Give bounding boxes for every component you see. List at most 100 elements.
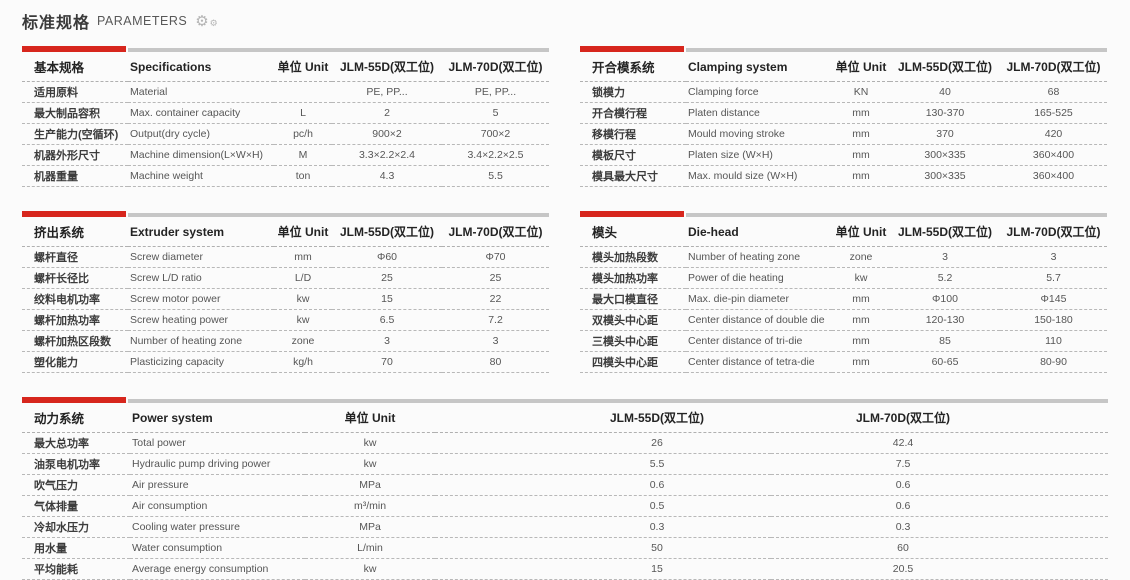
page-title-zh: 标准规格 [22, 15, 91, 32]
value-jlm-70d: 3.4×2.2×2.5 [442, 144, 549, 166]
header-row: 动力系统 Power system 单位 Unit JLM-55D(双工位) J… [22, 403, 1108, 433]
param-name-en: Material [128, 81, 274, 103]
band-middle: 挤出系统 Extruder system 单位 Unit JLM-55D(双工位… [22, 211, 1108, 373]
accent-red-segment [22, 211, 126, 217]
param-unit: MPa [305, 474, 435, 496]
param-unit: L [274, 102, 332, 124]
table-row: 生产能力(空循环) Output(dry cycle) pc/h 900×2 700×2 [22, 123, 549, 145]
value-jlm-70d: 42.4 [771, 432, 1108, 454]
table-title-zh: 动力系统 [22, 403, 130, 433]
param-unit: mm [832, 309, 890, 331]
value-jlm-55d: 0.3 [435, 516, 771, 538]
param-name-zh: 最大制品容积 [22, 102, 128, 124]
param-unit: kw [832, 267, 890, 289]
value-jlm-70d: 3 [442, 330, 549, 352]
param-name-zh: 模板尺寸 [580, 144, 686, 166]
value-jlm-70d: 5.7 [1000, 267, 1107, 289]
param-name-zh: 吹气压力 [22, 474, 130, 496]
param-unit: kw [305, 432, 435, 454]
value-jlm-70d: 25 [442, 267, 549, 289]
param-name-zh: 四模头中心距 [580, 351, 686, 373]
param-unit: KN [832, 81, 890, 103]
accent-red-segment [22, 46, 126, 52]
table-row: 三模头中心距 Center distance of tri-die mm 85 110 [580, 330, 1107, 352]
param-name-en: Total power [130, 432, 305, 454]
col-header-jlm-55d: JLM-55D(双工位) [890, 52, 1000, 82]
param-unit: mm [832, 123, 890, 145]
accent-red-segment [580, 211, 684, 217]
value-jlm-70d: 420 [1000, 123, 1107, 145]
param-unit: MPa [305, 516, 435, 538]
param-unit: kg/h [274, 351, 332, 373]
table-row: 油泵电机功率 Hydraulic pump driving power kw 5.5 7… [22, 453, 1108, 475]
param-name-zh: 螺杆长径比 [22, 267, 128, 289]
value-jlm-70d: 20.5 [771, 558, 1108, 580]
value-jlm-55d: 85 [890, 330, 1000, 352]
param-name-en: Center distance of tetra-die [686, 351, 832, 373]
value-jlm-55d: 5.2 [890, 267, 1000, 289]
value-jlm-55d: Φ60 [332, 246, 442, 268]
spec-table-clamping: 开合模系统 Clamping system 单位 Unit JLM-55D(双工… [580, 46, 1107, 187]
spec-table-basic: 基本规格 Specifications 单位 Unit JLM-55D(双工位)… [22, 46, 549, 187]
table-row: 用水量 Water consumption L/min 50 60 [22, 537, 1108, 559]
param-name-zh: 冷却水压力 [22, 516, 130, 538]
table-title-zh: 挤出系统 [22, 217, 128, 247]
param-unit: mm [832, 288, 890, 310]
param-name-en: Output(dry cycle) [128, 123, 274, 145]
param-name-zh: 油泵电机功率 [22, 453, 130, 475]
value-jlm-55d: 5.5 [435, 453, 771, 475]
col-header-jlm-55d: JLM-55D(双工位) [332, 217, 442, 247]
table-title-zh: 基本规格 [22, 52, 128, 82]
table-row: 最大制品容积 Max. container capacity L 2 5 [22, 102, 549, 124]
table-row: 平均能耗 Average energy consumption kw 15 20.5 [22, 558, 1108, 580]
gears-decoration: ⚙ ⚙ [195, 14, 218, 29]
basic-spec-table: 基本规格 Specifications 单位 Unit JLM-55D(双工位)… [22, 52, 549, 187]
param-name-zh: 螺杆加热功率 [22, 309, 128, 331]
param-name-en: Air consumption [130, 495, 305, 517]
param-name-en: Platen distance [686, 102, 832, 124]
value-jlm-55d: 3 [332, 330, 442, 352]
table-row: 吹气压力 Air pressure MPa 0.6 0.6 [22, 474, 1108, 496]
value-jlm-55d: 120-130 [890, 309, 1000, 331]
table-row: 气体排量 Air consumption m³/min 0.5 0.6 [22, 495, 1108, 517]
param-name-zh: 气体排量 [22, 495, 130, 517]
value-jlm-70d: Φ70 [442, 246, 549, 268]
table-row: 适用原料 Material PE, PP... PE, PP... [22, 81, 549, 103]
param-name-en: Center distance of tri-die [686, 330, 832, 352]
value-jlm-55d: 3 [890, 246, 1000, 268]
value-jlm-55d: 3.3×2.2×2.4 [332, 144, 442, 166]
value-jlm-55d: 0.6 [435, 474, 771, 496]
accent-red-segment [22, 397, 126, 403]
param-name-en: Screw heating power [128, 309, 274, 331]
col-header-unit: 单位 Unit [274, 217, 332, 247]
param-name-en: Machine dimension(L×W×H) [128, 144, 274, 166]
param-name-en: Average energy consumption [130, 558, 305, 580]
value-jlm-70d: 165-525 [1000, 102, 1107, 124]
table-title-en: Extruder system [128, 217, 274, 247]
col-header-jlm-55d: JLM-55D(双工位) [332, 52, 442, 82]
table-accent-bar [22, 46, 549, 52]
param-name-zh: 塑化能力 [22, 351, 128, 373]
col-header-unit: 单位 Unit [832, 217, 890, 247]
table-accent-bar [580, 211, 1107, 217]
param-unit: mm [832, 351, 890, 373]
value-jlm-55d: 370 [890, 123, 1000, 145]
param-name-en: Platen size (W×H) [686, 144, 832, 166]
value-jlm-55d: 130-370 [890, 102, 1000, 124]
col-header-unit: 单位 Unit [274, 52, 332, 82]
param-name-zh: 绞料电机功率 [22, 288, 128, 310]
param-unit: ton [274, 165, 332, 187]
value-jlm-70d: 5 [442, 102, 549, 124]
param-unit: L/min [305, 537, 435, 559]
value-jlm-55d: 40 [890, 81, 1000, 103]
accent-gray-segment [128, 48, 549, 52]
param-unit [274, 81, 332, 103]
header-row: 模头 Die-head 单位 Unit JLM-55D(双工位) JLM-70D… [580, 217, 1107, 247]
value-jlm-70d: 0.3 [771, 516, 1108, 538]
param-unit: mm [832, 165, 890, 187]
col-header-jlm-55d: JLM-55D(双工位) [435, 403, 771, 433]
param-unit: zone [832, 246, 890, 268]
table-row: 开合模行程 Platen distance mm 130-370 165-525 [580, 102, 1107, 124]
param-unit: zone [274, 330, 332, 352]
